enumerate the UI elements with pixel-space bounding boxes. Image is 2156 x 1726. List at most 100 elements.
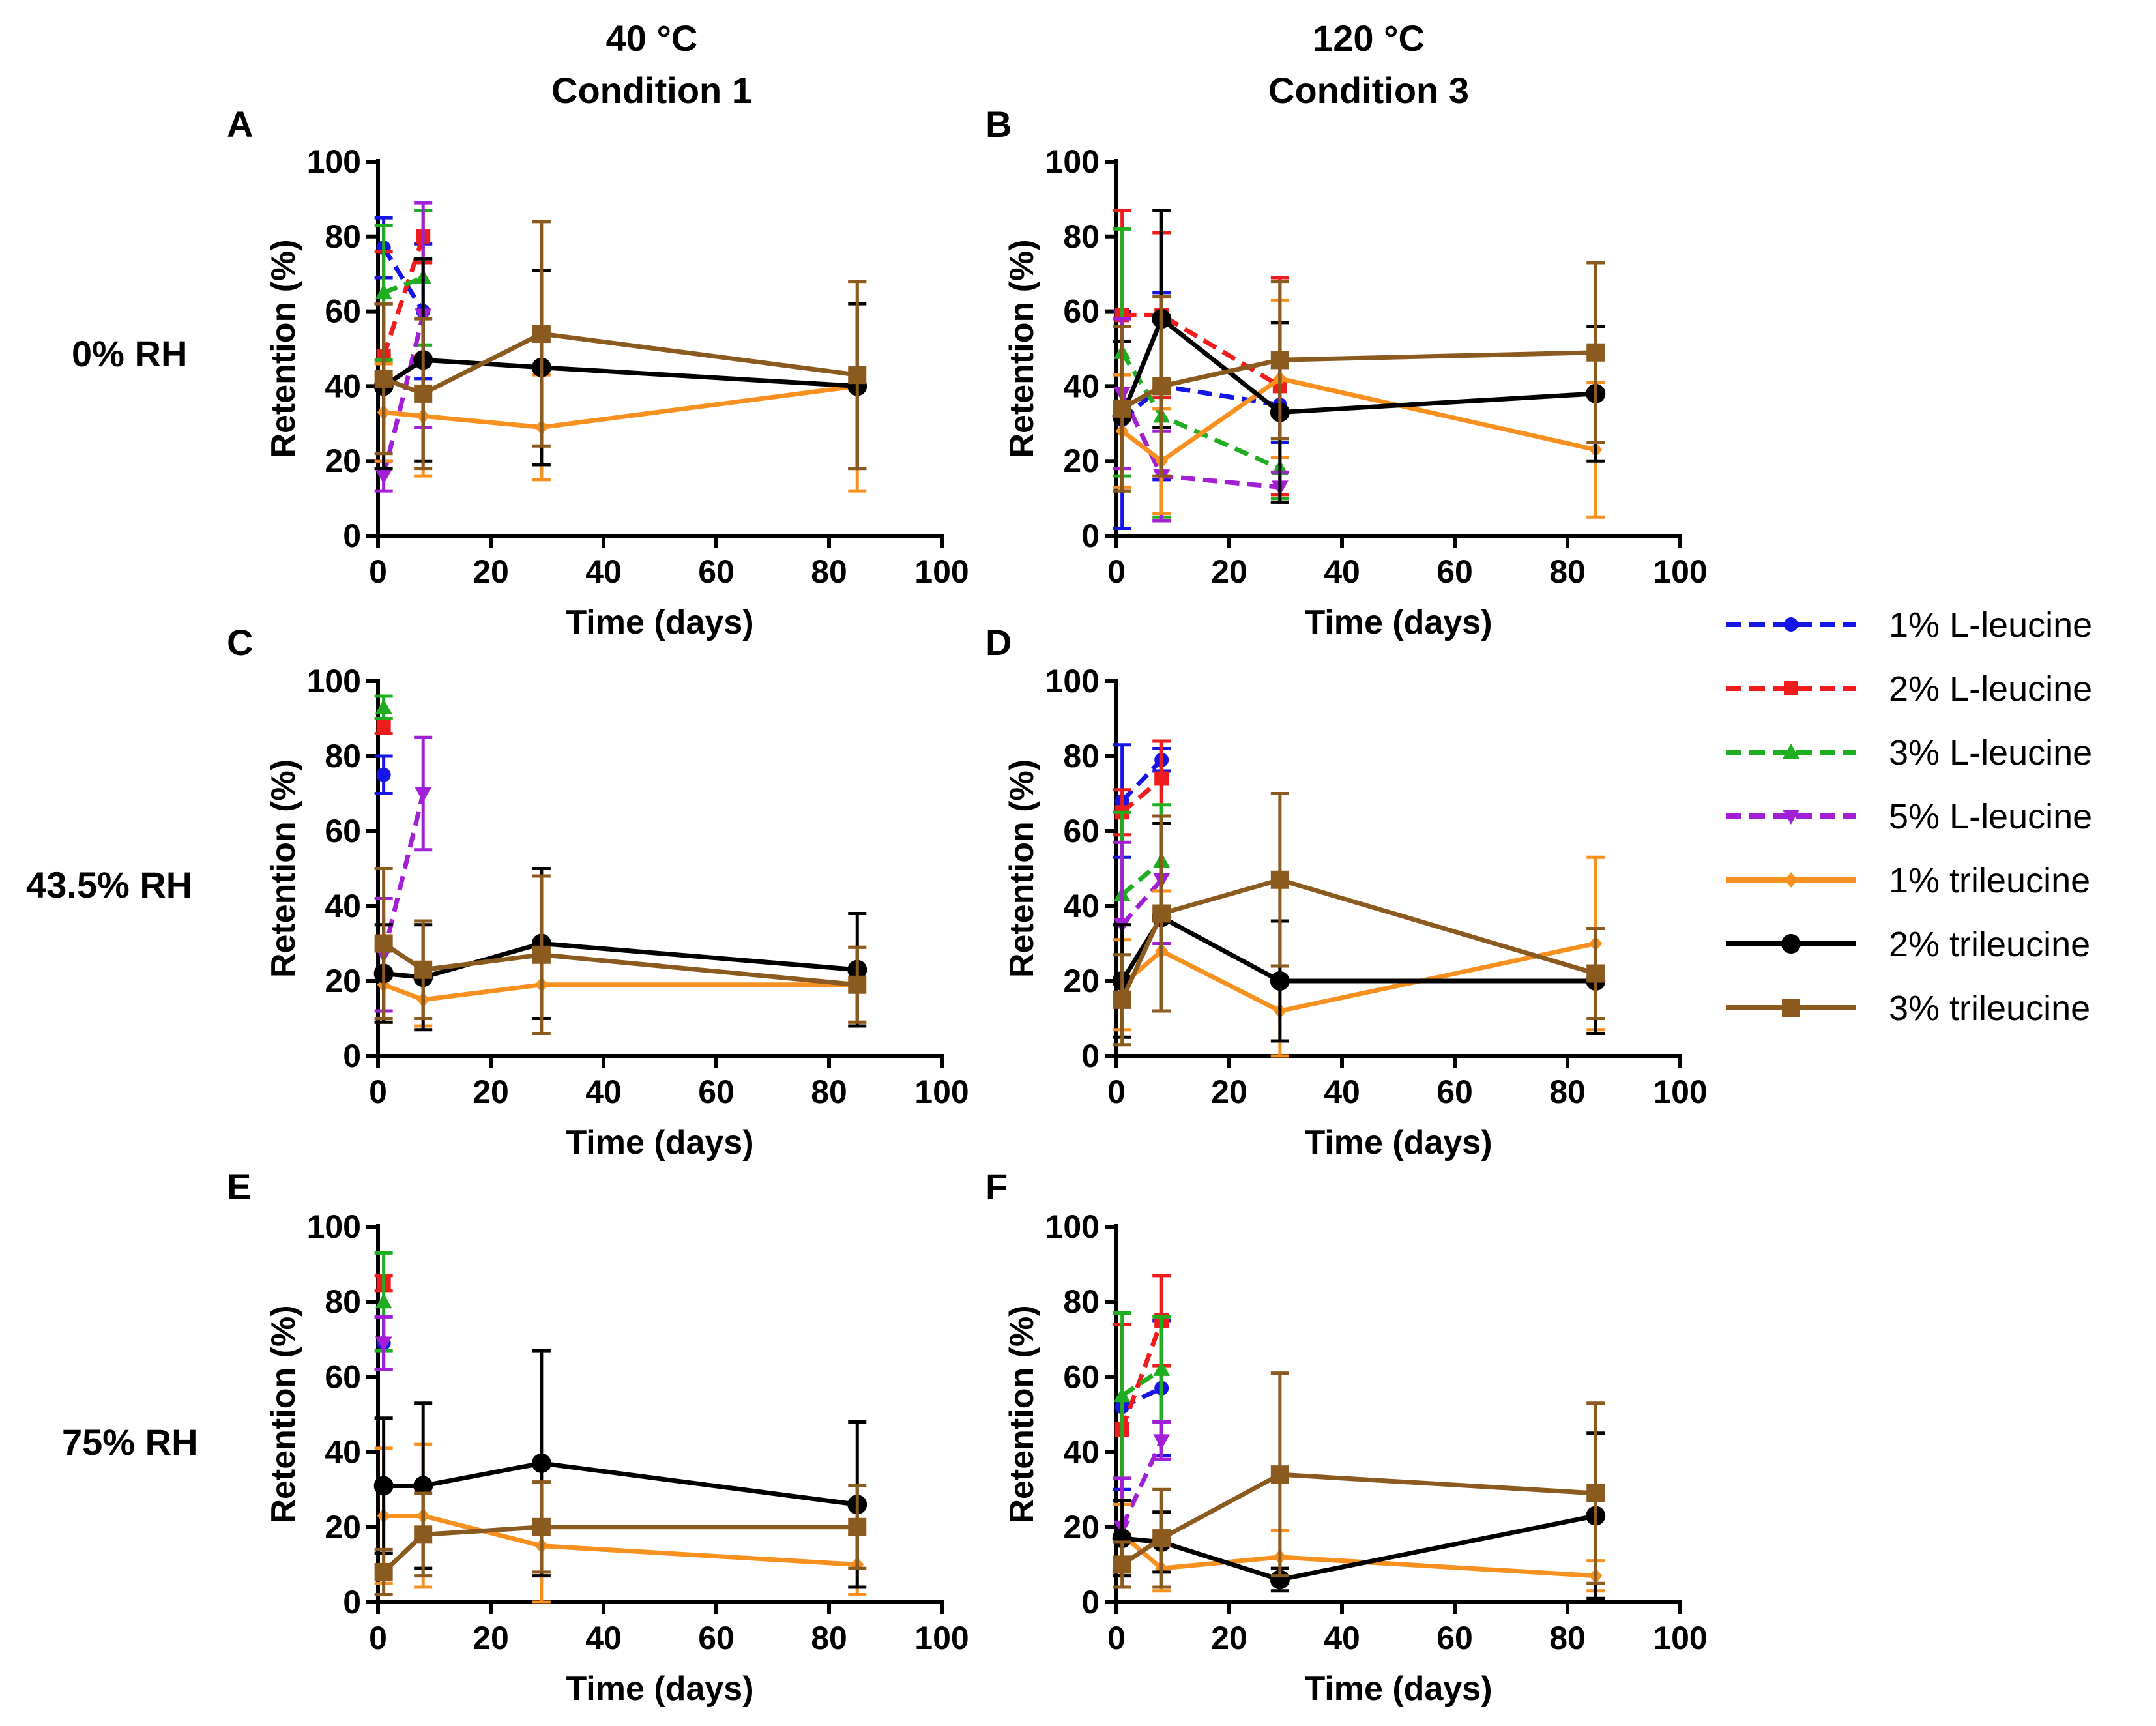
x-tick-label: 0 <box>1107 553 1126 590</box>
data-point <box>1153 1434 1171 1450</box>
series-line <box>1120 758 1163 803</box>
y-tick-label: 60 <box>325 813 361 849</box>
x-tick-label: 80 <box>1549 553 1586 590</box>
panel-c: C 0 20 40 60 80 100 0 20 40 60 80 100 Time (days) Rete… <box>227 622 969 1162</box>
y-axis-title: Retention (%) <box>265 239 302 458</box>
series-3-trileucine <box>1113 792 1605 1047</box>
data-point <box>1586 1484 1605 1502</box>
x-tick-label: 20 <box>1211 1620 1247 1656</box>
series-line <box>383 383 858 430</box>
column-title-120c: 120 °C <box>1313 18 1425 59</box>
y-tick-label: 80 <box>325 1283 361 1320</box>
x-tick-label: 20 <box>473 553 509 590</box>
y-tick-label: 20 <box>1063 1509 1100 1545</box>
data-point <box>1270 351 1289 370</box>
series-3-l-leucine <box>374 694 393 720</box>
x-axis-title: Time (days) <box>1304 604 1492 641</box>
series-line <box>1120 392 1281 490</box>
panel-letter: C <box>227 622 253 663</box>
x-tick-label: 0 <box>1107 1620 1126 1656</box>
data-point <box>1152 1529 1171 1548</box>
x-tick-label: 60 <box>1436 1620 1473 1656</box>
legend-marker <box>1784 681 1798 695</box>
panel-letter: F <box>985 1166 1008 1207</box>
legend-marker <box>1783 744 1799 759</box>
series-line <box>1122 312 1281 388</box>
x-tick-label: 100 <box>914 553 969 590</box>
y-tick-label: 100 <box>1045 1208 1100 1245</box>
y-tick-label: 100 <box>1045 663 1100 699</box>
legend-item: 3% L-leucine <box>1726 733 2092 772</box>
series-line <box>1120 877 1597 1001</box>
x-axis-title: Time (days) <box>566 604 753 641</box>
legend-item: 1% L-leucine <box>1726 606 2092 645</box>
series-1-trileucine <box>374 280 867 493</box>
data-point <box>375 1293 392 1309</box>
y-tick-label: 40 <box>325 1434 361 1470</box>
series-line <box>1120 350 1596 411</box>
series-line <box>1120 376 1597 463</box>
y-tick-label: 20 <box>325 443 361 479</box>
y-tick-label: 20 <box>325 963 361 999</box>
legend-marker <box>1781 934 1801 954</box>
series-line <box>383 1461 858 1507</box>
legend-marker <box>1782 999 1800 1017</box>
series-line <box>1120 1367 1163 1398</box>
data-point <box>848 366 867 385</box>
series-line <box>1120 1319 1164 1431</box>
data-point <box>375 1336 392 1352</box>
legend-marker <box>1783 810 1799 825</box>
y-tick-label: 100 <box>307 663 361 699</box>
column-condition-3: Condition 3 <box>1268 70 1469 111</box>
series-1-l-leucine <box>374 754 393 795</box>
x-tick-label: 40 <box>585 1620 622 1656</box>
x-tick-label: 0 <box>369 553 387 590</box>
series-1-trileucine <box>374 1442 867 1604</box>
series-line <box>383 1514 858 1567</box>
series-line <box>1120 914 1596 984</box>
x-tick-label: 100 <box>914 1620 969 1656</box>
legend-item: 3% trileucine <box>1726 989 2090 1028</box>
data-point <box>1153 1360 1171 1376</box>
legend-label: 3% trileucine <box>1889 989 2090 1028</box>
y-tick-label: 0 <box>1081 1038 1100 1074</box>
data-point <box>1270 1465 1289 1484</box>
series-line <box>1120 878 1163 927</box>
panel-d: D 0 20 40 60 80 100 0 20 40 60 80 100 Time (days) Rete… <box>985 622 1708 1162</box>
data-point <box>375 284 392 299</box>
y-tick-label: 40 <box>325 368 361 404</box>
x-tick-label: 0 <box>1107 1074 1126 1110</box>
x-tick-label: 100 <box>1653 553 1707 590</box>
y-tick-label: 0 <box>343 1584 361 1620</box>
legend-label: 1% L-leucine <box>1889 606 2092 645</box>
data-point <box>1152 377 1171 396</box>
series-line <box>1120 941 1596 1014</box>
x-tick-label: 20 <box>1211 553 1247 590</box>
data-point <box>532 1517 551 1536</box>
data-point <box>1113 990 1131 1009</box>
x-axis-title: Time (days) <box>1304 1124 1492 1162</box>
x-axis-title: Time (days) <box>1304 1670 1492 1708</box>
data-point <box>414 1525 433 1544</box>
y-tick-label: 40 <box>1063 888 1100 924</box>
data-point <box>532 945 551 964</box>
data-point <box>414 384 433 403</box>
x-tick-label: 20 <box>473 1620 509 1656</box>
data-point <box>531 1453 551 1473</box>
x-tick-label: 80 <box>1549 1620 1586 1656</box>
series-line <box>1120 316 1596 417</box>
y-tick-label: 80 <box>1063 1283 1100 1320</box>
x-axis-title: Time (days) <box>566 1670 753 1708</box>
y-tick-label: 60 <box>1063 293 1100 330</box>
data-point <box>848 1517 867 1536</box>
series-1-trileucine <box>374 945 867 1028</box>
y-tick-label: 0 <box>343 518 361 554</box>
x-axis-title: Time (days) <box>566 1124 753 1162</box>
series-line <box>1120 1532 1596 1579</box>
y-tick-label: 80 <box>1063 218 1100 255</box>
x-tick-label: 100 <box>914 1074 969 1110</box>
x-tick-label: 80 <box>811 1620 847 1656</box>
data-point <box>1586 343 1605 362</box>
row-label-0-rh: 0% RH <box>72 333 187 374</box>
x-tick-label: 60 <box>1436 553 1473 590</box>
